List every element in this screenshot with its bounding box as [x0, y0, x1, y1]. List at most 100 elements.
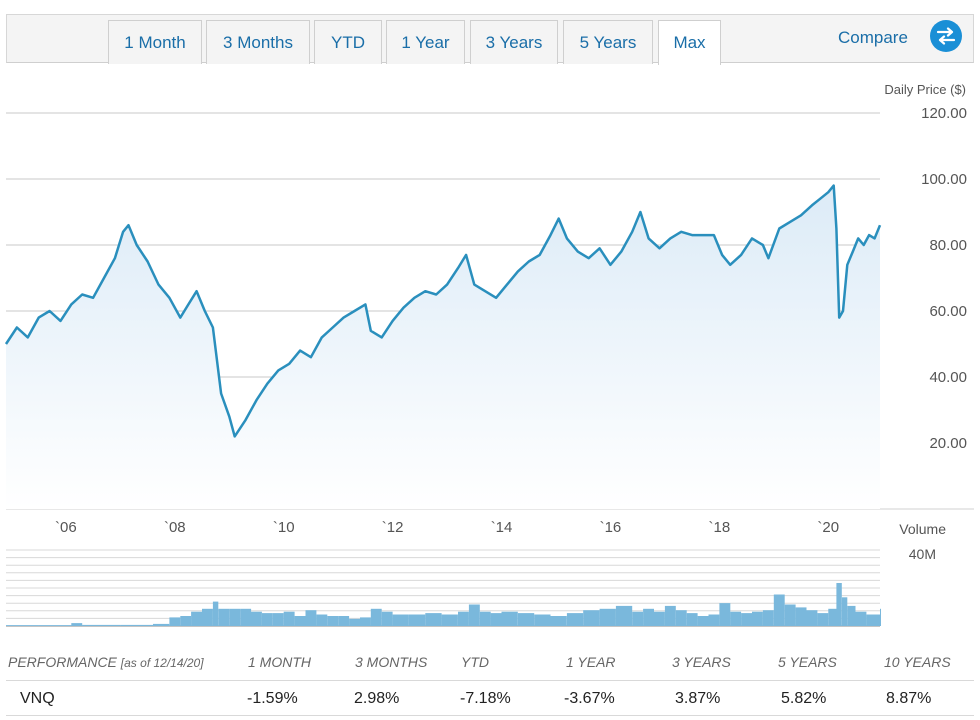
col-header-1-month: 1 MONTH: [248, 654, 311, 670]
y-tick-label: 100.00: [921, 171, 967, 188]
volume-bar: [349, 618, 360, 626]
volume-bar: [251, 611, 262, 626]
volume-bar: [675, 610, 687, 626]
volume-bar: [866, 614, 880, 626]
volume-bar: [261, 613, 273, 626]
volume-bar: [441, 614, 458, 626]
tab-1-month[interactable]: 1 Month: [108, 20, 202, 64]
volume-bar: [120, 624, 154, 626]
volume-bar: [82, 624, 121, 626]
col-header-5-years: 5 YEARS: [778, 654, 837, 670]
volume-bar: [327, 616, 339, 626]
volume-bar: [741, 613, 752, 626]
volume-bar: [583, 610, 600, 626]
volume-bar: [599, 608, 616, 626]
swap-arrows-icon[interactable]: [930, 20, 962, 52]
compare-button[interactable]: Compare: [838, 28, 908, 47]
value-5-years: 5.82%: [781, 690, 827, 707]
volume-bar: [458, 611, 469, 626]
y-tick-label: 120.00: [921, 105, 967, 122]
col-header-10-years: 10 YEARS: [884, 654, 951, 670]
volume-bar: [479, 611, 491, 626]
volume-bar: [180, 616, 192, 626]
volume-bar: [534, 614, 551, 626]
volume-bar: [730, 611, 742, 626]
x-tick-label: `08: [164, 519, 186, 536]
tab-3-months[interactable]: 3 Months: [206, 20, 310, 64]
as-of-date: [as of 12/14/20]: [120, 656, 204, 670]
volume-bar: [392, 614, 409, 626]
x-tick-label: `20: [817, 519, 839, 536]
tab-5-years[interactable]: 5 Years: [563, 20, 653, 64]
time-range-tabbar: 1 Month 3 Months YTD 1 Year 3 Years 5 Ye…: [6, 14, 974, 65]
tab-3-years[interactable]: 3 Years: [470, 20, 558, 64]
volume-bar: [654, 611, 665, 626]
volume-bar: [773, 594, 785, 626]
x-tick-label: `18: [709, 519, 731, 536]
table-row: VNQ -1.59% 2.98% -7.18% -3.67% 3.87% 5.8…: [6, 680, 974, 716]
performance-header: PERFORMANCE [as of 12/14/20] 1 MONTH 3 M…: [0, 654, 980, 674]
col-header-ytd: YTD: [461, 654, 489, 670]
volume-bar: [817, 613, 829, 626]
volume-bar: [191, 611, 202, 626]
value-3-months: 2.98%: [354, 690, 400, 707]
volume-bar: [643, 608, 654, 626]
volume-bar: [784, 604, 796, 626]
y-tick-label: 40.00: [929, 369, 967, 386]
x-tick-label: `14: [491, 519, 513, 536]
x-tick-label: `16: [600, 519, 622, 536]
volume-bar: [38, 625, 72, 626]
value-10-years: 8.87%: [886, 690, 932, 707]
volume-bar: [880, 608, 881, 626]
volume-bar: [202, 608, 213, 626]
volume-bar: [425, 613, 442, 626]
volume-bar: [762, 610, 774, 626]
y-axis-label: Daily Price ($): [884, 82, 966, 97]
x-tick-label: `10: [273, 519, 295, 536]
value-1-year: -3.67%: [564, 690, 615, 707]
volume-bar: [272, 613, 284, 626]
volume-bar: [795, 607, 807, 626]
value-ytd: -7.18%: [460, 690, 511, 707]
volume-bar: [490, 613, 502, 626]
volume-bar: [153, 623, 170, 626]
volume-bar: [229, 608, 241, 626]
volume-bar: [697, 616, 709, 626]
col-header-3-years: 3 YEARS: [672, 654, 731, 670]
volume-bar: [370, 608, 382, 626]
volume-bar: [719, 603, 731, 626]
value-1-month: -1.59%: [247, 690, 298, 707]
x-tick-label: `06: [55, 519, 77, 536]
y-tick-label: 60.00: [929, 303, 967, 320]
volume-bar: [806, 610, 818, 626]
col-header-1-year: 1 YEAR: [566, 654, 616, 670]
tab-max[interactable]: Max: [658, 20, 721, 65]
value-3-years: 3.87%: [675, 690, 721, 707]
volume-bar: [550, 616, 567, 626]
volume-bar: [836, 583, 842, 626]
volume-bar: [841, 597, 848, 626]
volume-bar: [6, 625, 39, 626]
volume-bar: [752, 611, 763, 626]
volume-bar: [517, 613, 535, 626]
col-header-3-months: 3 MONTHS: [355, 654, 428, 670]
price-area: [6, 185, 880, 509]
volume-bar: [240, 608, 252, 626]
performance-label: PERFORMANCE [as of 12/14/20]: [8, 654, 204, 670]
tab-1-year[interactable]: 1 Year: [386, 20, 465, 64]
x-tick-label: `12: [382, 519, 404, 536]
volume-bar: [316, 614, 328, 626]
volume-bar: [632, 611, 644, 626]
y-tick-label: 80.00: [929, 237, 967, 254]
volume-bar: [686, 613, 698, 626]
price-line: [4, 184, 882, 438]
ticker-symbol: VNQ: [20, 690, 55, 707]
volume-bar: [71, 623, 83, 626]
tab-ytd[interactable]: YTD: [314, 20, 382, 64]
volume-bar: [305, 610, 317, 626]
volume-bar: [708, 614, 720, 626]
volume-bar: [828, 608, 837, 626]
volume-bar: [501, 611, 518, 626]
volume-bar: [615, 605, 633, 626]
volume-bar: [212, 601, 219, 626]
